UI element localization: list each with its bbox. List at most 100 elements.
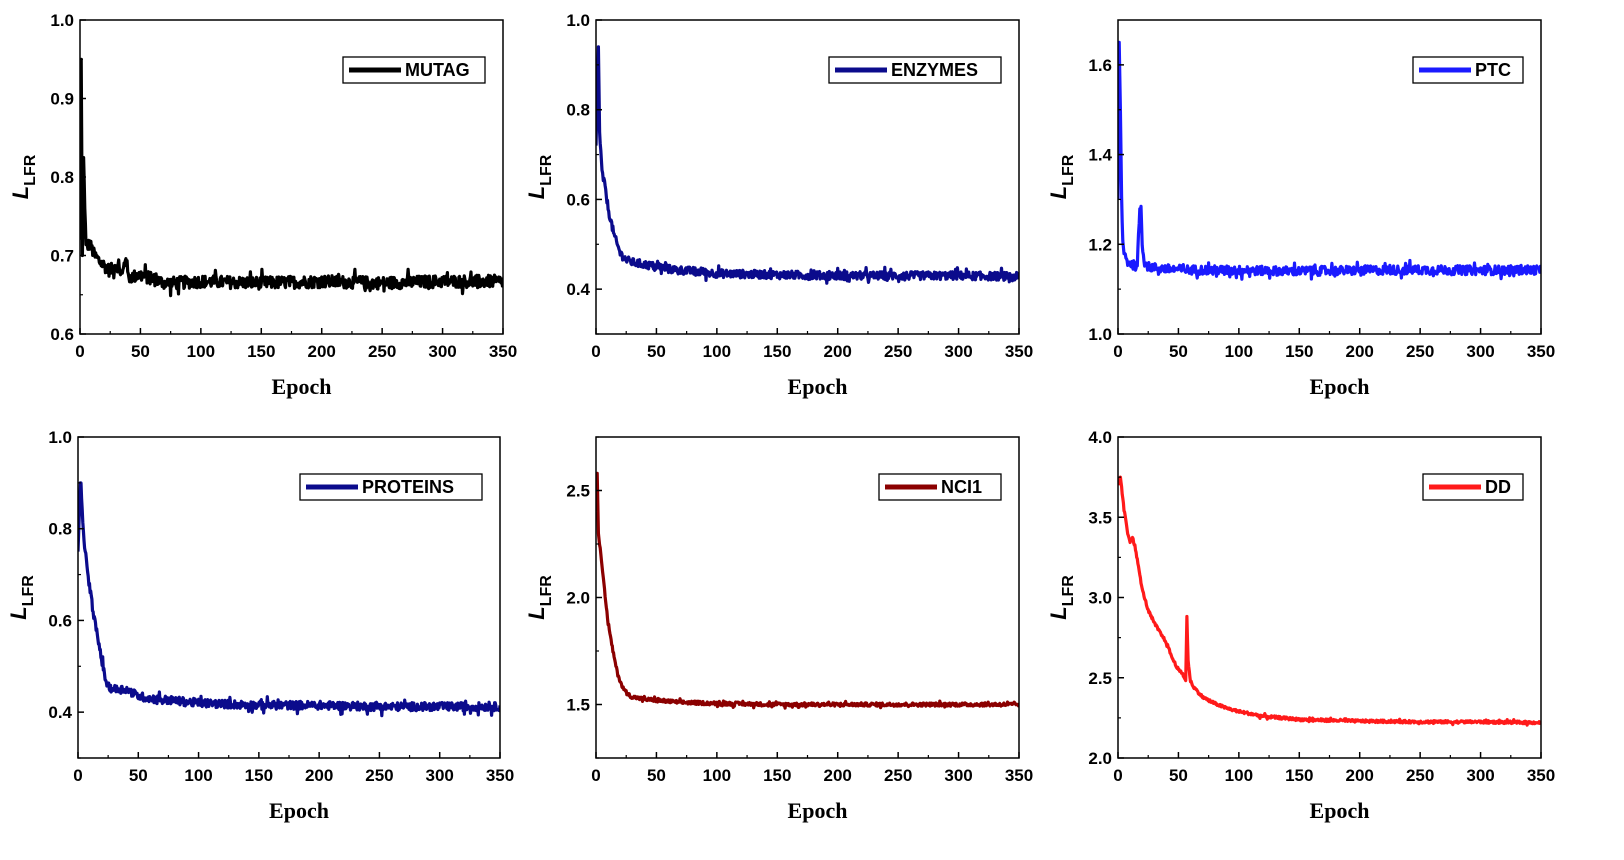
legend-label: PTC (1475, 60, 1511, 80)
x-tick-label: 300 (428, 342, 456, 361)
x-tick-label: 250 (884, 342, 912, 361)
y-tick-label: 0.7 (50, 247, 74, 266)
chart-panel-ptc: 0 50 100 150 200 250 300 350 1.0 1.2 1.4 1.6 Epoch LL… (1046, 19, 1555, 399)
y-tick-label: 0.8 (48, 520, 72, 539)
x-tick-label: 150 (1285, 342, 1313, 361)
x-tick-label: 50 (131, 342, 150, 361)
x-tick-label: 250 (368, 342, 396, 361)
x-tick-label: 350 (1005, 342, 1033, 361)
y-tick-label: 1.5 (566, 696, 590, 715)
y-tick-label: 0.6 (566, 190, 590, 209)
x-tick-label: 50 (129, 766, 148, 785)
x-tick-label: 100 (703, 342, 731, 361)
x-tick-label: 200 (308, 342, 336, 361)
x-tick-label: 350 (1527, 342, 1555, 361)
chart-panel-nci1: 0 50 100 150 200 250 300 350 1.5 2.0 2.5 Epoch LLFR N… (524, 436, 1033, 823)
x-tick-label: 300 (944, 766, 972, 785)
x-tick-label: 300 (944, 342, 972, 361)
x-tick-label: 200 (1346, 342, 1374, 361)
x-tick-label: 150 (763, 766, 791, 785)
x-tick-label: 350 (486, 766, 514, 785)
x-tick-label: 0 (591, 342, 600, 361)
y-axis-label: LLFR (1046, 154, 1077, 199)
x-tick-label: 100 (184, 766, 212, 785)
legend-label: PROTEINS (362, 477, 454, 497)
y-tick-label: 1.0 (1088, 325, 1112, 344)
y-tick-label: 1.4 (1088, 146, 1112, 165)
chart-panel-dd: 0 50 100 150 200 250 300 350 2.0 2.5 3.0 3.5 4.0 Epoc… (1046, 428, 1555, 823)
x-tick-label: 250 (365, 766, 393, 785)
legend: NCI1 (878, 473, 1002, 501)
chart-panel-mutag: 0 50 100 150 200 250 300 350 0.6 0.7 0.8 0.9 1.0 Epoc… (8, 11, 517, 399)
x-tick-label: 0 (1113, 342, 1122, 361)
legend-box (342, 56, 486, 84)
x-tick-label: 200 (305, 766, 333, 785)
y-tick-label: 1.2 (1088, 235, 1112, 254)
x-tick-label: 50 (1169, 342, 1188, 361)
y-tick-label: 2.5 (566, 482, 590, 501)
x-axis-label: Epoch (1310, 798, 1370, 823)
x-tick-label: 50 (647, 342, 666, 361)
y-tick-label: 0.6 (50, 325, 74, 344)
series-line-ptc (1118, 40, 1541, 281)
legend-label: NCI1 (941, 477, 982, 497)
y-tick-label: 3.0 (1088, 589, 1112, 608)
y-tick-label: 0.6 (48, 611, 72, 630)
chart-panel-enzymes: 0 50 100 150 200 250 300 350 0.4 0.6 0.8 1.0 Epoch LL… (524, 11, 1033, 399)
series-line-proteins (78, 481, 500, 718)
legend-label: MUTAG (405, 60, 470, 80)
legend: MUTAG (342, 56, 486, 84)
x-tick-label: 350 (489, 342, 517, 361)
x-axis-label: Epoch (788, 374, 848, 399)
x-tick-label: 150 (763, 342, 791, 361)
y-tick-label: 2.5 (1088, 669, 1112, 688)
x-tick-label: 150 (1285, 766, 1313, 785)
y-axis-label: LLFR (8, 154, 39, 199)
y-axis-label: LLFR (524, 154, 555, 199)
y-tick-label: 1.6 (1088, 56, 1112, 75)
x-tick-label: 0 (1113, 766, 1122, 785)
legend: ENZYMES (828, 56, 1002, 84)
x-tick-label: 0 (591, 766, 600, 785)
y-tick-label: 1.0 (566, 11, 590, 30)
x-tick-label: 100 (1225, 342, 1253, 361)
y-tick-label: 2.0 (1088, 749, 1112, 768)
x-axis-label: Epoch (788, 798, 848, 823)
x-tick-label: 250 (884, 766, 912, 785)
x-tick-label: 250 (1406, 766, 1434, 785)
series-line-dd (1118, 475, 1541, 727)
x-tick-label: 100 (703, 766, 731, 785)
x-tick-label: 350 (1527, 766, 1555, 785)
x-tick-label: 100 (1225, 766, 1253, 785)
x-tick-label: 150 (247, 342, 275, 361)
x-tick-label: 200 (824, 342, 852, 361)
x-tick-label: 350 (1005, 766, 1033, 785)
x-axis-label: Epoch (272, 374, 332, 399)
y-axis-label: LLFR (1046, 575, 1077, 620)
series-line-nci1 (596, 471, 1019, 710)
chart-panel-proteins: 0 50 100 150 200 250 300 350 0.4 0.6 0.8 1.0 Epoch LL… (6, 428, 514, 823)
x-axis-label: Epoch (269, 798, 329, 823)
x-tick-label: 50 (647, 766, 666, 785)
y-axis-label: LLFR (6, 575, 37, 620)
x-tick-label: 200 (1346, 766, 1374, 785)
y-tick-label: 0.4 (48, 703, 72, 722)
y-tick-label: 1.0 (48, 428, 72, 447)
y-tick-label: 0.8 (566, 101, 590, 120)
y-tick-label: 0.4 (566, 280, 590, 299)
x-tick-label: 150 (245, 766, 273, 785)
series-line-enzymes (596, 45, 1019, 285)
y-tick-label: 0.9 (50, 90, 74, 109)
y-tick-label: 3.5 (1088, 508, 1112, 527)
x-tick-label: 100 (187, 342, 215, 361)
x-tick-label: 300 (426, 766, 454, 785)
x-tick-label: 0 (73, 766, 82, 785)
legend-label: ENZYMES (891, 60, 978, 80)
y-tick-label: 1.0 (50, 11, 74, 30)
legend: PTC (1412, 56, 1524, 84)
x-tick-label: 200 (824, 766, 852, 785)
legend: DD (1422, 473, 1524, 501)
y-axis-label: LLFR (524, 575, 555, 620)
legend: PROTEINS (299, 473, 483, 501)
y-tick-label: 0.8 (50, 168, 74, 187)
